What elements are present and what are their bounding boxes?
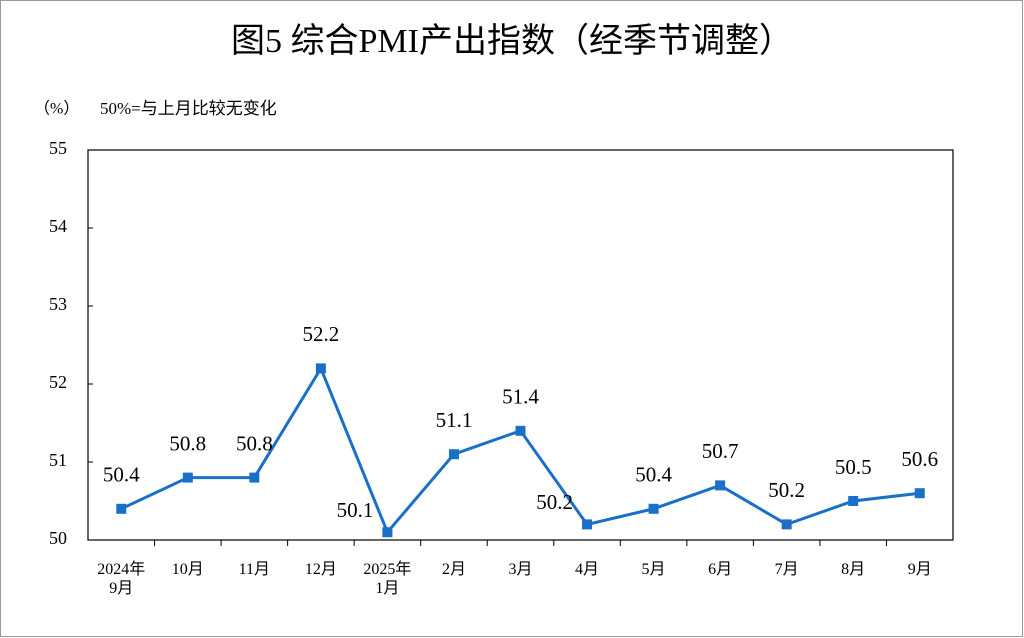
value-label: 50.8 xyxy=(236,431,273,455)
annotation: 50%=与上月比较无变化 xyxy=(100,99,277,118)
x-tick-label: 2月 xyxy=(441,561,466,578)
x-tick-label: 7月 xyxy=(774,561,799,578)
x-tick-label: 2024年 9月 xyxy=(97,561,146,597)
value-label: 50.4 xyxy=(103,463,140,487)
marker xyxy=(648,503,659,514)
x-tick-label: 12月 xyxy=(304,561,337,578)
y-tick-label: 53 xyxy=(49,294,67,314)
x-tick-label: 10月 xyxy=(171,561,204,578)
marker xyxy=(382,527,393,538)
value-label: 52.2 xyxy=(303,322,340,346)
y-tick-label: 52 xyxy=(49,372,67,392)
x-tick-label: 9月 xyxy=(907,561,932,578)
value-label: 51.4 xyxy=(502,385,539,409)
marker xyxy=(715,480,726,491)
value-label: 51.1 xyxy=(436,408,473,432)
value-label: 50.2 xyxy=(768,478,805,502)
x-tick-label: 4月 xyxy=(575,561,600,578)
value-label: 50.4 xyxy=(635,463,672,487)
x-tick-label: 2025年 1月 xyxy=(363,561,412,597)
y-tick-label: 50 xyxy=(49,528,67,548)
y-axis-label: （%） xyxy=(34,100,79,118)
value-label: 50.8 xyxy=(169,431,206,455)
marker xyxy=(315,363,326,374)
x-tick-label: 6月 xyxy=(708,561,733,578)
value-label: 50.7 xyxy=(702,439,739,463)
x-tick-label: 11月 xyxy=(238,561,271,578)
x-tick-label: 8月 xyxy=(841,561,866,578)
marker xyxy=(249,472,260,483)
marker xyxy=(914,488,925,499)
marker xyxy=(448,449,459,460)
x-tick-label: 3月 xyxy=(508,561,533,578)
y-tick-label: 54 xyxy=(49,216,67,236)
chart-title: 图5 综合PMI产出指数（经季节调整） xyxy=(231,22,793,60)
marker xyxy=(182,472,193,483)
y-tick-label: 51 xyxy=(49,450,67,470)
value-label: 50.1 xyxy=(337,498,374,522)
value-label: 50.2 xyxy=(536,490,573,514)
marker xyxy=(116,503,127,514)
x-tick-label: 5月 xyxy=(641,561,666,578)
marker xyxy=(582,519,593,530)
marker xyxy=(848,496,859,506)
plot-area xyxy=(87,149,954,541)
value-label: 50.6 xyxy=(901,447,938,471)
marker xyxy=(781,519,792,530)
y-tick-label: 55 xyxy=(49,138,67,158)
marker xyxy=(515,425,526,436)
value-label: 50.5 xyxy=(835,455,872,479)
